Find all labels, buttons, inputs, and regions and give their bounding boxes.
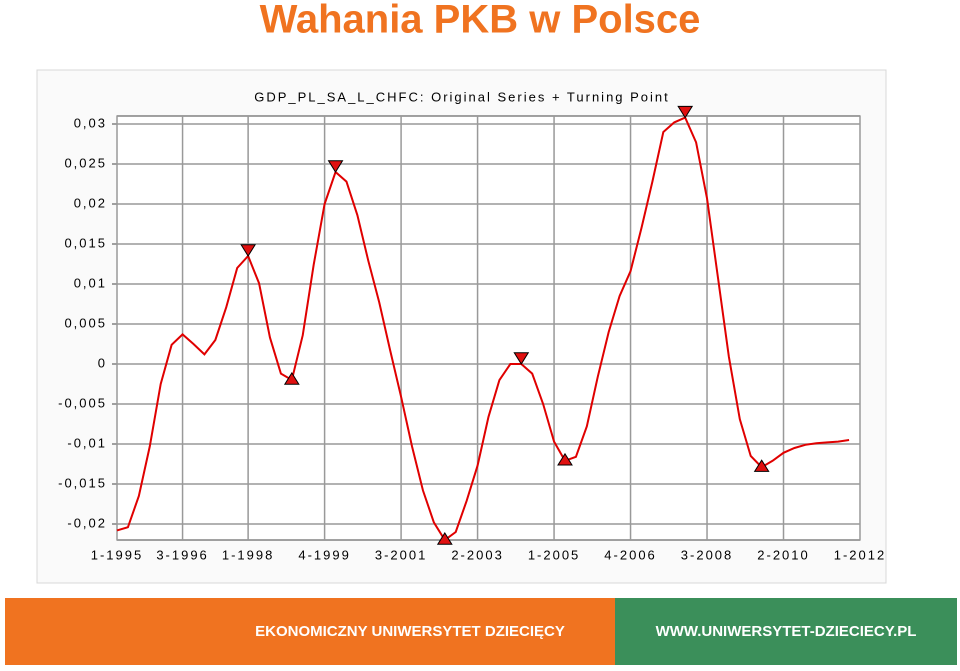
x-tick-label: 1-2012 (834, 547, 886, 562)
x-tick-label: 1-1998 (222, 547, 274, 562)
y-tick-label: 0,005 (64, 315, 107, 330)
trough-marker (557, 452, 573, 466)
peak-marker (513, 352, 530, 365)
y-tick-label: 0,02 (74, 195, 107, 210)
y-tick-label: 0,03 (74, 115, 107, 130)
trough-marker (283, 372, 300, 385)
x-tick-label: 2-2003 (451, 547, 503, 562)
y-tick-label: 0,025 (64, 155, 107, 170)
slide-title: Wahania PKB w Polsce (260, 0, 701, 42)
x-tick-label: 1-2005 (528, 547, 580, 562)
y-tick-label: 0,01 (74, 275, 107, 290)
peak-marker (240, 244, 257, 257)
footer-right-bar (615, 598, 957, 665)
footer-left-bar (5, 598, 615, 665)
trough-marker (753, 459, 770, 472)
y-tick-label: -0,01 (67, 435, 107, 450)
plot: -0,02 -0,015 -0,01 -0,005 0 0,005 0,01 0,015 0,0… (58, 105, 886, 562)
y-tick-label: 0 (98, 355, 107, 370)
x-tick-label: 3-2001 (375, 547, 427, 562)
y-tick-label: -0,02 (67, 515, 107, 530)
x-tick-label: 3-1996 (156, 547, 208, 562)
plot-area (116, 115, 861, 541)
x-tick-label: 2-2010 (757, 547, 809, 562)
footer-right-text: WWW.UNIWERSYTET-DZIECIECY.PL (656, 623, 917, 640)
x-tick-label: 4-1999 (298, 547, 350, 562)
y-tick-label: -0,015 (58, 475, 107, 490)
x-tick-label: 3-2008 (681, 547, 733, 562)
y-tick-label: 0,015 (64, 235, 107, 250)
trough-marker (436, 532, 453, 545)
peak-marker (327, 160, 344, 173)
x-tick-label: 4-2006 (604, 547, 656, 562)
data-line (116, 116, 850, 542)
y-tick-label: -0,005 (58, 395, 107, 410)
peak-marker (677, 105, 694, 119)
x-tick-label: 1-1995 (91, 547, 143, 562)
chart-title: GDP_PL_SA_L_CHFC: Original Series + Turn… (254, 89, 670, 104)
footer-left-text: EKONOMICZNY UNIWERSYTET DZIECIĘCY (255, 623, 565, 640)
